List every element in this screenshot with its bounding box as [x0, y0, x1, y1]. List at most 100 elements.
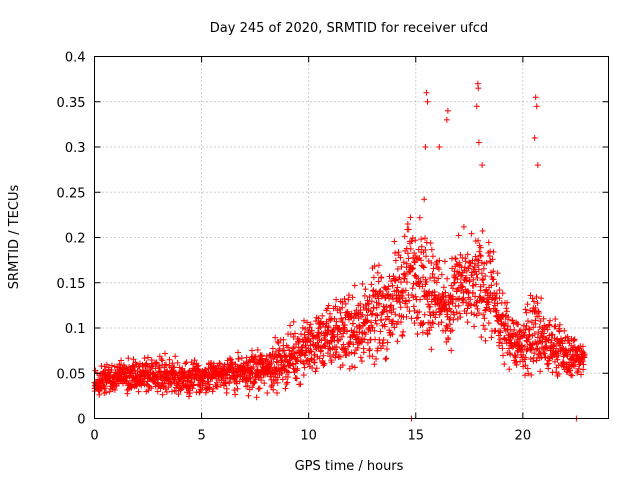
- data-point: [345, 296, 352, 303]
- data-point: [411, 259, 418, 266]
- data-point: [271, 371, 278, 378]
- data-point: [264, 389, 271, 396]
- data-point: [381, 306, 388, 313]
- data-point: [421, 235, 428, 242]
- data-point: [148, 385, 155, 392]
- data-point: [528, 371, 535, 378]
- data-point: [462, 258, 469, 265]
- data-point: [404, 304, 411, 311]
- data-point: [232, 391, 239, 398]
- data-point: [401, 275, 408, 282]
- data-point: [168, 388, 175, 395]
- data-point: [278, 369, 285, 376]
- data-point: [464, 251, 471, 258]
- data-point: [444, 324, 451, 331]
- data-point: [337, 309, 344, 316]
- data-point: [480, 276, 487, 283]
- data-point: [283, 380, 290, 387]
- data-point: [206, 381, 213, 388]
- data-point: [484, 289, 491, 296]
- data-point: [255, 385, 262, 392]
- data-point: [438, 319, 445, 326]
- chart-title: Day 245 of 2020, SRMTID for receiver ufc…: [210, 21, 488, 36]
- data-point: [279, 376, 286, 383]
- data-point: [394, 284, 401, 291]
- data-point: [536, 347, 543, 354]
- data-point: [524, 318, 531, 325]
- data-point: [419, 321, 426, 328]
- data-point: [162, 350, 169, 357]
- data-point: [320, 352, 327, 359]
- data-point: [444, 313, 451, 320]
- data-point: [98, 363, 105, 370]
- data-point: [497, 329, 504, 336]
- data-point: [158, 356, 165, 363]
- data-point: [252, 353, 259, 360]
- y-axis-label: SRMTID / TECUs: [7, 185, 22, 290]
- data-point: [250, 363, 257, 370]
- data-point: [382, 356, 389, 363]
- data-point: [417, 278, 424, 285]
- data-point: [525, 336, 532, 343]
- data-point: [293, 375, 300, 382]
- data-point: [272, 334, 279, 341]
- data-point: [415, 246, 422, 253]
- data-point: [337, 328, 344, 335]
- data-point: [454, 276, 461, 283]
- data-point: [125, 355, 132, 362]
- data-point: [428, 346, 435, 353]
- data-point: [259, 361, 266, 368]
- data-point: [349, 363, 356, 370]
- data-point: [405, 226, 412, 233]
- data-point: [572, 357, 579, 364]
- data-point: [480, 281, 487, 288]
- data-point: [482, 272, 489, 279]
- data-point: [210, 360, 217, 367]
- data-point: [357, 307, 364, 314]
- data-point: [351, 350, 358, 357]
- data-point: [301, 364, 308, 371]
- data-point: [455, 232, 462, 239]
- data-point: [520, 351, 527, 358]
- data-point: [422, 144, 429, 150]
- data-point: [308, 355, 315, 362]
- data-point: [424, 296, 431, 303]
- data-point: [472, 281, 479, 288]
- data-point: [382, 285, 389, 292]
- data-point: [531, 298, 538, 305]
- data-point: [485, 239, 492, 246]
- data-point: [345, 292, 352, 299]
- data-point: [163, 388, 170, 395]
- data-point: [468, 302, 475, 309]
- x-tick-label: 5: [197, 429, 205, 444]
- data-point: [453, 309, 460, 316]
- y-tick-label: 0.1: [65, 322, 86, 337]
- data-point: [154, 372, 161, 379]
- data-point: [400, 328, 407, 335]
- data-point: [533, 293, 540, 300]
- data-point: [502, 320, 509, 327]
- data-point: [354, 344, 361, 351]
- data-point: [555, 352, 562, 359]
- data-point: [526, 326, 533, 333]
- data-point: [166, 356, 173, 363]
- data-point: [482, 337, 489, 344]
- data-point: [191, 357, 198, 364]
- data-point: [292, 330, 299, 337]
- data-point: [270, 356, 277, 363]
- data-point: [362, 331, 369, 338]
- data-point: [488, 282, 495, 289]
- data-point: [463, 277, 470, 284]
- data-point: [196, 381, 203, 388]
- data-point: [414, 331, 421, 338]
- data-point: [205, 378, 212, 385]
- data-point: [172, 353, 179, 360]
- data-point: [403, 298, 410, 305]
- data-point: [539, 334, 546, 341]
- axis-ticks: [94, 56, 609, 419]
- data-point: [503, 305, 510, 312]
- data-point: [412, 293, 419, 300]
- data-point: [278, 357, 285, 364]
- data-point: [549, 354, 556, 361]
